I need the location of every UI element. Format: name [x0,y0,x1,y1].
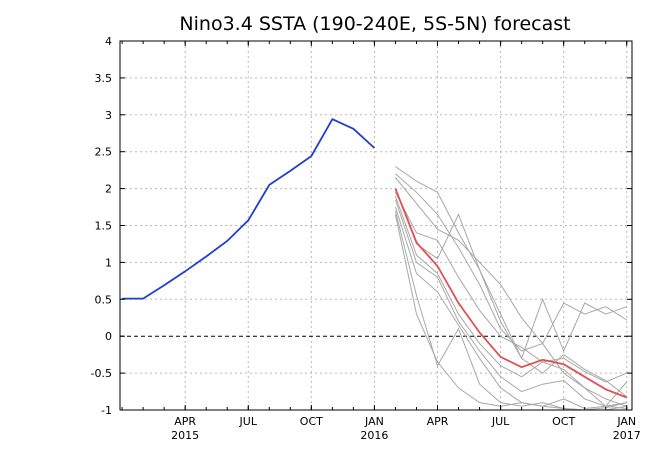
x-tick-year: 2017 [613,429,641,442]
y-axis: 4 3.5 3 2.5 2 1.5 1 0.5 0 -0.5 -1 [91,35,632,417]
y-tick-label: 1.5 [95,220,113,233]
x-tick-month: APR [427,415,449,428]
x-tick-month: JUL [239,415,258,428]
ensemble-member-line [395,177,627,407]
y-tick-label: 4 [105,35,112,48]
x-tick-month: OCT [300,415,323,428]
x-tick-month: OCT [552,415,575,428]
ensemble-member-line [394,192,627,407]
x-tick-year: 2015 [171,429,199,442]
y-tick-label: 0.5 [95,293,113,306]
observed-line [122,118,376,300]
ensemble-member-line [394,199,627,409]
x-tick-month: JAN [364,415,384,428]
y-tick-label: 2 [105,183,112,196]
y-tick-label: 3 [105,109,112,122]
chart-title: Nino3.4 SSTA (190-240E, 5S-5N) forecast [179,13,570,35]
grid [120,41,632,410]
y-tick-label: 1 [105,256,112,269]
ensemble-mean-line [394,188,628,399]
ensemble-member-line [394,188,628,398]
ensemble-member-line [394,214,628,410]
y-tick-label: 0 [105,330,112,343]
y-tick-label: -0.5 [91,367,112,380]
observed-series [122,118,376,300]
x-tick-year: 2016 [360,429,388,442]
ensemble-member-line [394,195,627,383]
x-tick-month: APR [174,415,196,428]
x-tick-month: JAN [616,415,636,428]
ensemble-member-line [395,173,627,352]
x-tick-month: JUL [491,415,510,428]
y-tick-label: 3.5 [95,72,113,85]
ensemble-members [394,166,628,411]
y-tick-label: -1 [101,404,112,417]
y-tick-label: 2.5 [95,146,113,159]
ensemble-mean [394,188,628,399]
